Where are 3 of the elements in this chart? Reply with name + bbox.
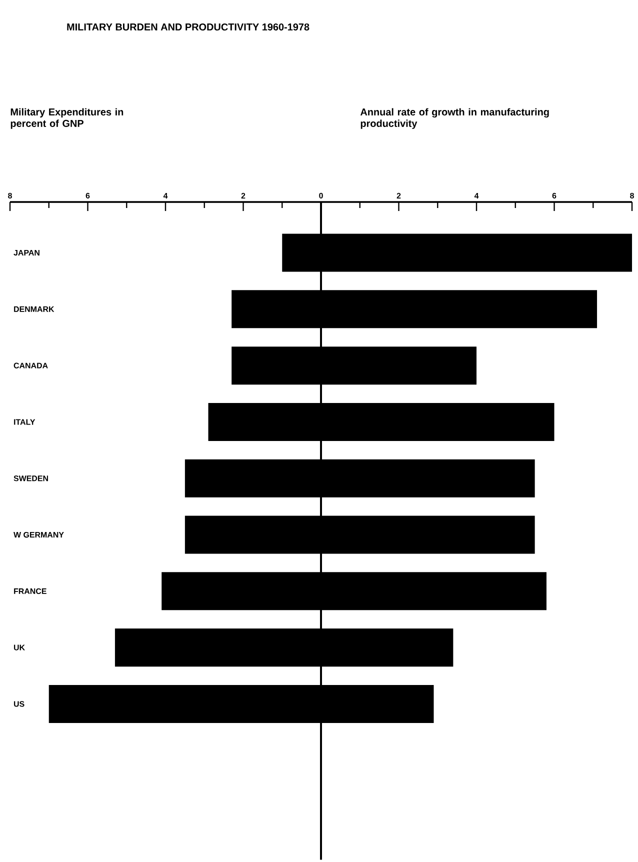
text: Military Expenditures in percent of GNP — [11, 108, 124, 129]
text: Annual rate of growth in manufacturing productivity — [360, 108, 550, 129]
chart-title: MILITARY BURDEN AND PRODUCTIVITY 1960-1978 — [67, 23, 310, 31]
